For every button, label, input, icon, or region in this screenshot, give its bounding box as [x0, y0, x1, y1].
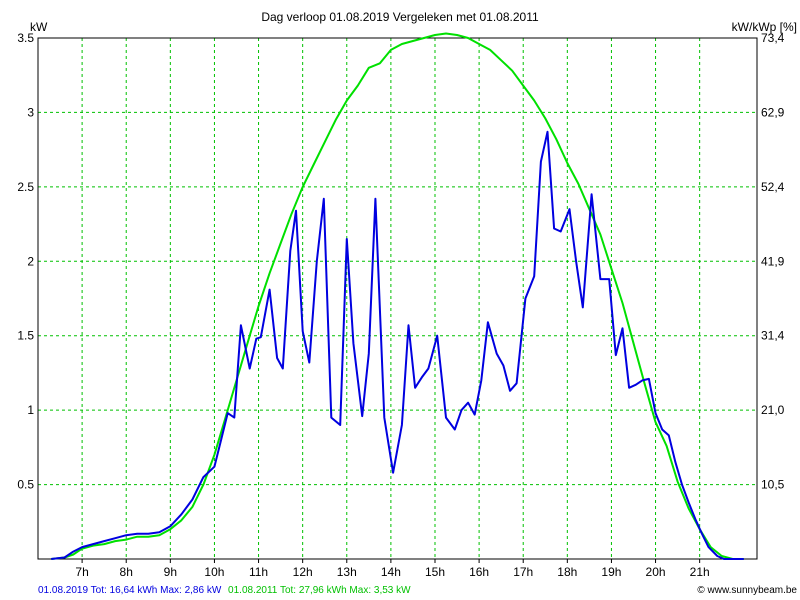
y-right-tick-label: 21,0: [761, 403, 785, 417]
y-axis-right-label: kW/kWp [%]: [732, 20, 797, 34]
x-tick-label: 19h: [601, 565, 621, 579]
y-left-tick-label: 1.5: [17, 329, 34, 343]
footer-2011-summary: 01.08.2011 Tot: 27,96 kWh Max: 3,53 kW: [228, 585, 411, 596]
x-tick-label: 21h: [690, 565, 710, 579]
y-right-tick-label: 41,9: [761, 254, 785, 268]
y-axis-right-ticks: 10,5 21,0 31,4 41,9 52,4 62,9 73,4: [761, 31, 785, 492]
y-right-tick-label: 73,4: [761, 31, 785, 45]
y-left-tick-label: 1: [27, 403, 34, 417]
footer-summary: 01.08.2019 Tot: 16,64 kWh Max: 2,86 kW 0…: [38, 585, 411, 596]
x-tick-label: 9h: [164, 565, 177, 579]
series-line-2019: [51, 130, 744, 560]
x-tick-label: 10h: [204, 565, 224, 579]
y-right-tick-label: 52,4: [761, 180, 785, 194]
x-tick-label: 15h: [425, 565, 445, 579]
x-tick-label: 8h: [120, 565, 133, 579]
y-left-tick-label: 2.5: [17, 180, 34, 194]
y-right-tick-label: 10,5: [761, 478, 785, 492]
y-left-tick-label: 3.5: [17, 31, 34, 45]
y-axis-left-label: kW: [30, 20, 48, 34]
x-axis-ticks: 7h 8h 9h 10h 11h 12h 13h 14h 15h 16h 17h 18h 19h 20h 2…: [75, 559, 710, 579]
x-tick-label: 11h: [249, 565, 268, 579]
x-tick-label: 17h: [513, 565, 533, 579]
chart-title: Dag verloop 01.08.2019 Vergeleken met 01…: [261, 10, 539, 24]
x-tick-label: 20h: [646, 565, 666, 579]
y-right-tick-label: 31,4: [761, 329, 785, 343]
y-axis-left-ticks: 0.5 1 1.5 2 2.5 3 3.5: [17, 31, 34, 492]
x-tick-label: 16h: [469, 565, 489, 579]
footer-2019-summary: 01.08.2019 Tot: 16,64 kWh Max: 2,86 kW: [38, 585, 222, 596]
y-right-tick-label: 62,9: [761, 105, 785, 119]
copyright-text: © www.sunnybeam.be: [697, 585, 797, 596]
y-left-tick-label: 0.5: [17, 478, 34, 492]
series-line-2011: [51, 32, 744, 560]
y-left-tick-label: 2: [27, 254, 34, 268]
plot-frame: [37, 37, 758, 560]
x-tick-label: 12h: [293, 565, 313, 579]
x-tick-label: 18h: [557, 565, 577, 579]
y-left-tick-label: 3: [27, 105, 34, 119]
plot-border: [37, 37, 758, 560]
x-tick-label: 14h: [381, 565, 401, 579]
x-tick-label: 7h: [75, 565, 88, 579]
series-group: [51, 32, 744, 560]
x-tick-label: 13h: [337, 565, 357, 579]
grid-lines: [38, 37, 757, 559]
